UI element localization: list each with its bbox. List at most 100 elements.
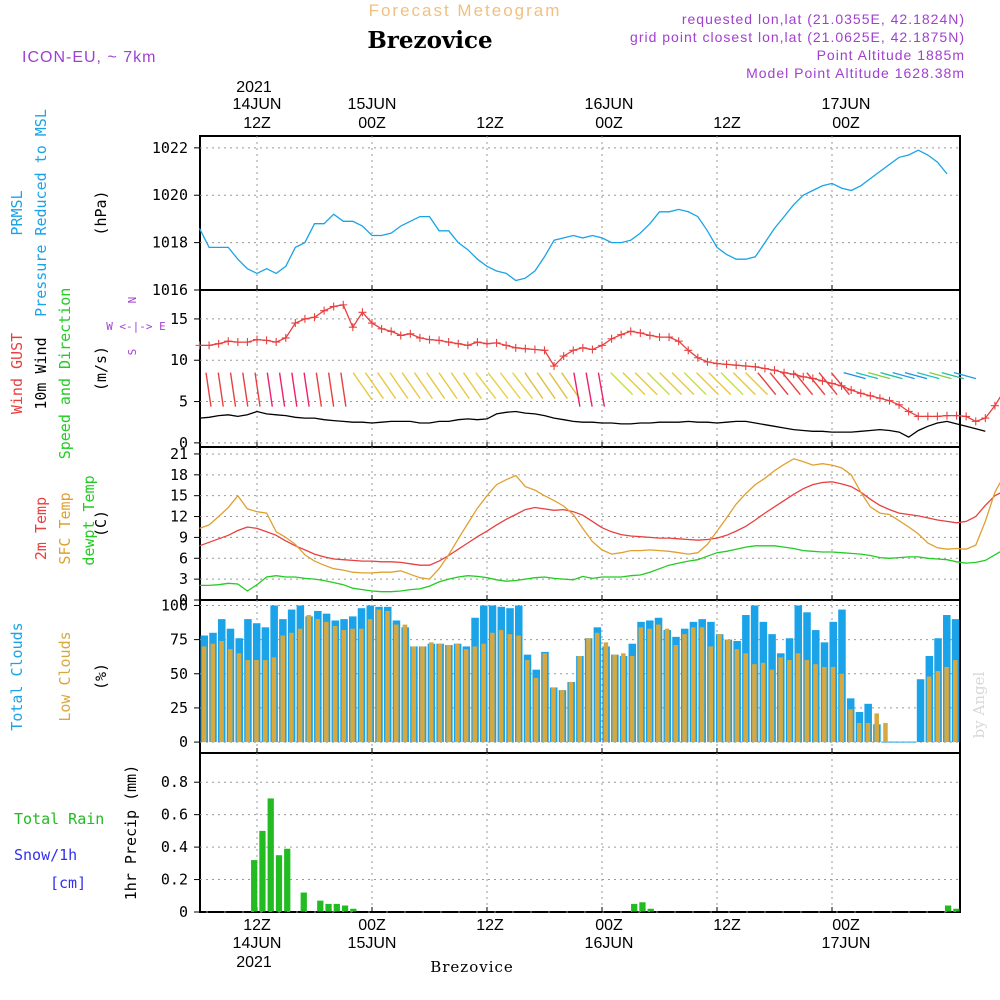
gust-marker: [444, 338, 453, 347]
low-cloud-bar: [254, 660, 259, 743]
gust-marker: [885, 396, 894, 405]
wind-barb: [573, 372, 581, 407]
gust-marker: [540, 346, 549, 355]
low-cloud-bar: [490, 632, 495, 743]
low-cloud-bar: [577, 656, 582, 743]
gust-marker: [511, 343, 520, 352]
low-cloud-bar: [341, 630, 347, 743]
gust-marker: [789, 370, 798, 379]
rain-bar: [284, 848, 291, 912]
low-cloud-bar: [498, 630, 504, 743]
gust-marker: [272, 338, 281, 347]
credit-watermark: by Angel: [970, 671, 988, 738]
gust-marker: [770, 366, 779, 375]
low-cloud-bar: [201, 646, 207, 743]
gust-marker: [914, 412, 923, 421]
gust-marker: [645, 331, 654, 340]
wind-barb: [377, 372, 397, 400]
low-cloud-bar: [848, 709, 853, 743]
bottom-time-label: 00Z: [832, 917, 860, 934]
wind-barb: [548, 372, 568, 400]
low-cloud-bar: [647, 628, 652, 743]
low-cloud-bar: [332, 625, 338, 743]
model-label: ICON-EU, ~ 7km: [22, 49, 156, 66]
low-cloud-bar: [359, 628, 364, 743]
low-cloud-bar: [804, 660, 810, 743]
top-time-label: 00Z: [595, 115, 623, 132]
side-label-cm: [cm]: [50, 874, 86, 892]
wind-barb: [830, 372, 850, 396]
low-cloud-bar: [760, 662, 766, 743]
low-cloud-bar: [813, 664, 818, 743]
low-cloud-bar: [664, 628, 670, 743]
low-cloud-bar: [402, 624, 408, 743]
low-cloud-bar: [926, 676, 932, 743]
bottom-time-label: 00Z: [595, 917, 623, 934]
low-cloud-bar: [621, 653, 626, 743]
wind-barb: [401, 372, 421, 400]
low-cloud-bar: [673, 645, 679, 743]
gust-marker: [636, 328, 645, 337]
low-cloud-bar: [306, 615, 312, 743]
header-group: Forecast Meteogram Brezovice ICON-EU, ~ …: [22, 1, 988, 976]
gust-marker: [732, 361, 741, 370]
wind-barb: [597, 372, 606, 407]
wind-barb: [291, 372, 298, 407]
y-tick-label: 3: [179, 570, 188, 588]
rain-bar: [251, 860, 258, 912]
low-cloud-bar: [944, 666, 949, 743]
top-time-label: 12Z: [713, 115, 741, 132]
top-time-label: 12Z: [476, 115, 504, 132]
series-line-2m-temp: [199, 481, 1000, 566]
y-tick-label: 100: [161, 596, 188, 614]
low-cloud-bar: [708, 646, 714, 743]
wind-barb: [217, 372, 224, 407]
panel-clouds: 0 25 50 75 100 (%) Total Clouds Low Clouds: [8, 596, 961, 754]
wind-barb: [352, 372, 372, 400]
y-axis-label: (hPa): [92, 190, 110, 235]
y-tick-label: 0.8: [161, 773, 188, 791]
low-cloud-bar: [533, 677, 539, 743]
y-tick-label: 1016: [152, 281, 188, 299]
gust-marker: [243, 338, 252, 347]
compass-n: N: [126, 297, 139, 304]
wind-barb: [512, 372, 534, 400]
panel-frame: [199, 135, 961, 291]
low-cloud-bar: [393, 624, 399, 743]
y-tick-label: 6: [179, 549, 188, 567]
low-cloud-bar: [690, 627, 696, 743]
wind-barb: [720, 372, 744, 396]
low-cloud-bar: [935, 671, 941, 743]
rain-bar: [631, 903, 638, 912]
y-tick-label: 15: [170, 487, 188, 505]
gust-marker: [310, 313, 319, 322]
wind-barb: [757, 372, 777, 396]
low-cloud-bar: [385, 610, 390, 743]
gust-marker: [933, 412, 942, 421]
wind-barb: [732, 372, 756, 396]
gust-marker: [799, 372, 808, 381]
rain-bar: [333, 903, 340, 912]
low-cloud-bar: [551, 687, 556, 743]
low-cloud-bar: [228, 649, 233, 743]
wind-barb: [917, 371, 940, 380]
gust-marker: [626, 327, 635, 336]
series-line-wind-gust: [199, 304, 1000, 423]
low-cloud-bar: [883, 722, 888, 743]
rain-bar: [953, 908, 960, 912]
footer-location: Brezovice: [430, 958, 514, 976]
rain-bar: [275, 855, 283, 912]
gust-marker: [665, 333, 674, 342]
low-cloud-bar: [210, 643, 216, 743]
wind-barb: [278, 372, 286, 407]
wind-barb: [843, 371, 866, 380]
rain-bar: [944, 905, 952, 912]
top-date-label: 16JUN: [585, 96, 634, 113]
gust-marker: [693, 353, 702, 362]
low-cloud-bar: [752, 664, 757, 743]
gust-marker: [856, 389, 865, 398]
low-cloud-bar: [245, 660, 251, 743]
low-cloud-bar: [717, 634, 722, 743]
y-tick-label: 25: [170, 699, 188, 717]
